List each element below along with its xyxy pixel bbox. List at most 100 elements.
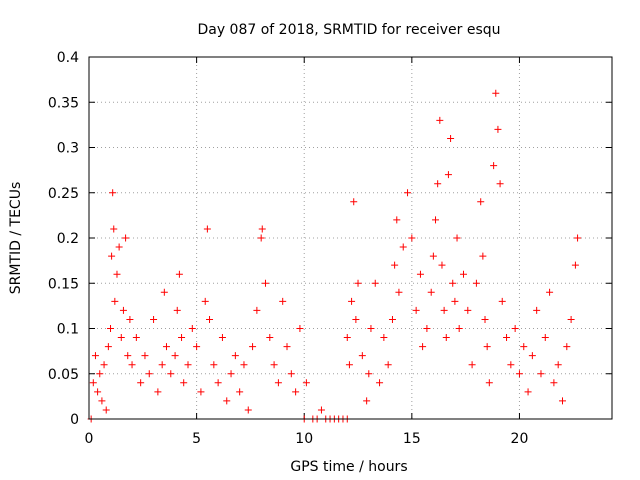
data-point bbox=[455, 325, 463, 332]
data-point bbox=[158, 361, 166, 369]
x-tick-label: 10 bbox=[295, 431, 313, 447]
data-point bbox=[102, 406, 110, 414]
data-point bbox=[206, 315, 214, 323]
data-point bbox=[178, 334, 186, 342]
data-point bbox=[292, 388, 300, 396]
data-point bbox=[270, 361, 278, 369]
data-points bbox=[87, 89, 582, 423]
data-point bbox=[550, 379, 558, 387]
data-point bbox=[89, 379, 97, 387]
x-tick-label: 15 bbox=[403, 431, 421, 447]
data-point bbox=[203, 225, 211, 233]
data-point bbox=[376, 379, 384, 387]
data-point bbox=[354, 279, 362, 287]
data-point bbox=[150, 315, 158, 323]
data-point bbox=[436, 116, 444, 124]
data-point bbox=[408, 234, 416, 242]
data-point bbox=[388, 315, 396, 323]
data-point bbox=[257, 234, 265, 242]
data-point bbox=[137, 379, 145, 387]
data-point bbox=[442, 334, 450, 342]
data-point bbox=[317, 406, 325, 414]
data-point bbox=[110, 225, 118, 233]
data-point bbox=[258, 225, 266, 233]
data-point bbox=[296, 325, 304, 332]
data-point bbox=[429, 252, 437, 260]
data-point bbox=[384, 361, 392, 369]
data-point bbox=[423, 325, 431, 332]
data-point bbox=[162, 343, 170, 351]
data-point bbox=[546, 288, 554, 296]
data-point bbox=[122, 234, 130, 242]
data-point bbox=[520, 343, 528, 351]
data-point bbox=[391, 261, 399, 269]
data-point bbox=[358, 352, 366, 360]
data-point bbox=[574, 234, 582, 242]
data-point bbox=[558, 397, 566, 405]
plot-frame bbox=[88, 56, 613, 420]
data-point bbox=[345, 361, 353, 369]
data-point bbox=[367, 325, 375, 332]
data-point bbox=[481, 315, 489, 323]
data-point bbox=[201, 297, 209, 305]
y-tick-label: 0.15 bbox=[48, 276, 79, 292]
data-point bbox=[154, 388, 162, 396]
data-point bbox=[223, 397, 231, 405]
data-point bbox=[438, 261, 446, 269]
data-point bbox=[404, 189, 412, 197]
x-tick-label: 5 bbox=[192, 431, 201, 447]
data-point bbox=[253, 306, 261, 314]
data-point bbox=[132, 334, 140, 342]
data-point bbox=[113, 270, 121, 278]
data-point bbox=[302, 379, 310, 387]
data-point bbox=[109, 189, 117, 197]
data-point bbox=[453, 234, 461, 242]
data-point bbox=[218, 334, 226, 342]
y-tick-label: 0.25 bbox=[48, 186, 79, 202]
y-tick-label: 0.3 bbox=[57, 141, 79, 157]
y-tick-label: 0 bbox=[70, 412, 79, 428]
data-point bbox=[496, 180, 504, 188]
data-point bbox=[567, 315, 575, 323]
data-point bbox=[160, 288, 168, 296]
data-point bbox=[459, 270, 467, 278]
y-tick-label: 0.35 bbox=[48, 95, 79, 111]
data-point bbox=[175, 270, 183, 278]
data-point bbox=[352, 315, 360, 323]
data-point bbox=[184, 361, 192, 369]
data-point bbox=[188, 325, 196, 332]
data-point bbox=[507, 361, 515, 369]
data-point bbox=[117, 334, 125, 342]
data-point bbox=[464, 306, 472, 314]
data-point bbox=[554, 361, 562, 369]
data-point bbox=[395, 288, 403, 296]
data-point bbox=[365, 370, 373, 378]
data-point bbox=[477, 198, 485, 206]
data-point bbox=[449, 279, 457, 287]
data-point bbox=[180, 379, 188, 387]
data-point bbox=[108, 252, 116, 260]
data-point bbox=[468, 361, 476, 369]
y-tick-label: 0.1 bbox=[57, 322, 79, 338]
data-point bbox=[249, 343, 257, 351]
data-point bbox=[231, 352, 239, 360]
data-point bbox=[236, 388, 244, 396]
data-point bbox=[533, 306, 541, 314]
data-point bbox=[98, 397, 106, 405]
data-point bbox=[107, 325, 115, 332]
y-tick-label: 0.05 bbox=[48, 367, 79, 383]
data-point bbox=[343, 334, 351, 342]
data-point bbox=[266, 334, 274, 342]
data-point bbox=[94, 388, 102, 396]
y-axis-label: SRMTID / TECUs bbox=[8, 182, 24, 295]
data-point bbox=[227, 370, 235, 378]
data-point bbox=[479, 252, 487, 260]
data-point bbox=[472, 279, 480, 287]
data-point bbox=[440, 306, 448, 314]
x-axis-label: GPS time / hours bbox=[290, 459, 407, 475]
axis-ticks: 0 0.05 0.1 0.15 0.2 0.25 0.3 0.35 0.4 0 5 10 15 20 bbox=[48, 50, 612, 447]
data-point bbox=[444, 171, 452, 179]
data-point bbox=[498, 297, 506, 305]
data-point bbox=[511, 325, 519, 332]
y-tick-label: 0.4 bbox=[57, 50, 79, 66]
